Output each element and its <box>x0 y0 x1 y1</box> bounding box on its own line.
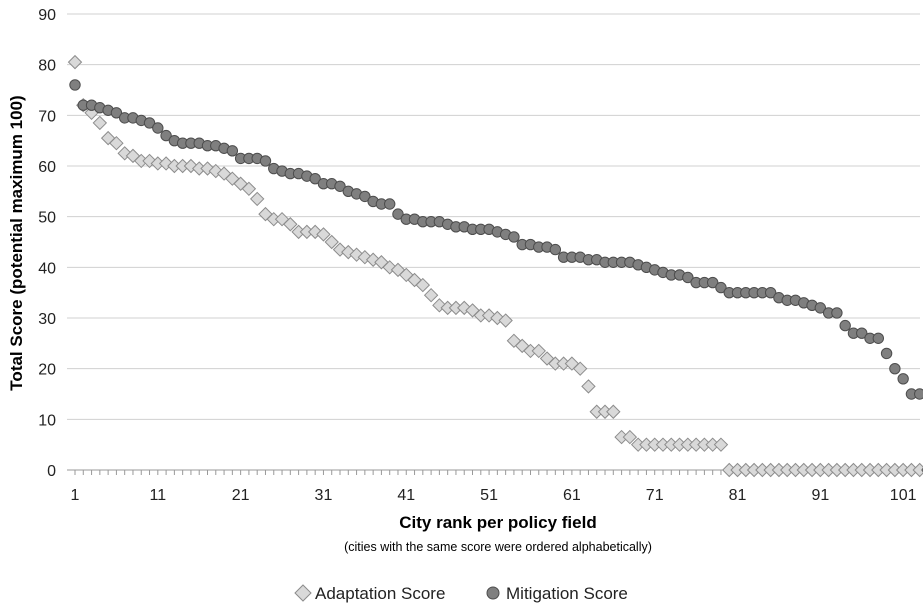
mitigation-point <box>259 155 272 167</box>
mitigation-point <box>334 180 346 192</box>
adaptation-point <box>216 166 232 181</box>
y-tick-label: 90 <box>38 7 56 24</box>
y-tick-label: 20 <box>38 362 56 379</box>
adaptation-point <box>125 148 141 164</box>
y-axis-title: Total Score (potential maximum 100) <box>7 95 26 390</box>
adaptation-point <box>67 54 83 70</box>
adaptation-point <box>274 211 290 227</box>
y-tick-label: 0 <box>47 463 56 480</box>
mitigation-series <box>69 79 923 473</box>
adaptation-point <box>241 181 257 197</box>
mitigation-point <box>152 122 164 134</box>
y-tick-label: 50 <box>38 210 56 227</box>
adaptation-point <box>349 247 364 262</box>
x-tick-label: 61 <box>563 487 581 504</box>
adaptation-point <box>457 300 472 316</box>
mitigation-point <box>872 332 885 344</box>
x-tick-label: 51 <box>480 487 498 504</box>
mitigation-point <box>143 117 156 129</box>
x-tick-label: 71 <box>646 487 664 504</box>
mitigation-point <box>764 286 777 299</box>
adaptation-point <box>481 308 497 323</box>
adaptation-point <box>390 262 406 278</box>
adaptation-point <box>622 429 638 445</box>
adaptation-point <box>225 171 240 186</box>
adaptation-point <box>713 437 729 452</box>
mitigation-point <box>392 208 404 220</box>
adaptation-point <box>283 217 298 232</box>
x-tick-label: 101 <box>890 487 917 504</box>
adaptation-point <box>912 462 923 478</box>
mitigation-point <box>715 281 727 294</box>
mitigation-point <box>549 243 562 256</box>
adaptation-point <box>539 351 555 366</box>
x-tick-label: 91 <box>811 487 829 504</box>
adaptation-series <box>67 54 923 478</box>
mitigation-point <box>508 231 520 243</box>
adaptation-point <box>324 234 339 250</box>
mitigation-point <box>856 327 868 339</box>
y-tick-label: 10 <box>38 412 56 429</box>
legend-mitigation-marker <box>486 586 500 600</box>
adaptation-point <box>158 156 174 171</box>
y-tick-label: 40 <box>38 260 56 277</box>
adaptation-point <box>572 361 588 376</box>
legend-adaptation-marker <box>294 584 312 602</box>
mitigation-point <box>110 107 123 119</box>
adaptation-point <box>581 379 596 394</box>
x-tick-label: 31 <box>315 487 333 504</box>
adaptation-point <box>92 115 108 131</box>
x-tick-label: 41 <box>397 487 415 504</box>
mitigation-point <box>706 276 719 289</box>
adaptation-point <box>109 135 124 151</box>
legend-mitigation-label: Mitigation Score <box>506 584 628 603</box>
adaptation-point <box>514 338 530 354</box>
mitigation-point <box>831 307 843 319</box>
adaptation-point <box>183 158 199 174</box>
mitigation-point <box>814 302 827 314</box>
y-tick-label: 30 <box>38 311 56 328</box>
mitigation-point <box>160 129 172 142</box>
adaptation-point <box>307 224 323 240</box>
mitigation-point <box>226 145 239 157</box>
adaptation-point <box>415 277 431 293</box>
mitigation-point <box>880 347 893 360</box>
adaptation-point <box>316 227 331 242</box>
x-tick-labels: 1 11 21 31 41 51 61 71 81 91 101 <box>71 487 917 504</box>
mitigation-point <box>69 79 81 91</box>
mitigation-point <box>383 198 396 210</box>
gridlines <box>67 13 920 471</box>
adaptation-point <box>465 303 480 318</box>
x-axis-note: (cities with the same score were ordered… <box>344 540 652 554</box>
adaptation-point <box>249 191 265 207</box>
x-tick-label: 11 <box>150 487 167 504</box>
y-tick-label: 60 <box>38 159 56 176</box>
y-tick-label: 70 <box>38 108 56 125</box>
mitigation-point <box>889 362 901 375</box>
adaptation-point <box>531 343 546 359</box>
x-tick-label: 21 <box>232 487 250 504</box>
adaptation-point <box>606 404 621 419</box>
adaptation-point <box>407 272 422 288</box>
y-tick-label: 80 <box>38 58 56 75</box>
x-tick-label: 1 <box>71 487 80 504</box>
y-tick-labels: 0 10 20 30 40 50 60 70 80 90 <box>38 7 56 480</box>
mitigation-point <box>914 388 923 400</box>
adaptation-point <box>332 242 348 257</box>
mitigation-point <box>682 271 694 284</box>
mitigation-point <box>359 190 371 203</box>
x-axis-title: City rank per policy field <box>399 513 596 532</box>
legend: Adaptation Score Mitigation Score <box>294 584 628 603</box>
mitigation-point <box>897 373 909 385</box>
adaptation-point <box>423 287 439 303</box>
legend-adaptation-label: Adaptation Score <box>315 584 445 603</box>
adaptation-point <box>498 313 513 328</box>
mitigation-point <box>309 172 321 185</box>
mitigation-point <box>839 319 851 332</box>
x-tick-label: 81 <box>729 487 747 504</box>
